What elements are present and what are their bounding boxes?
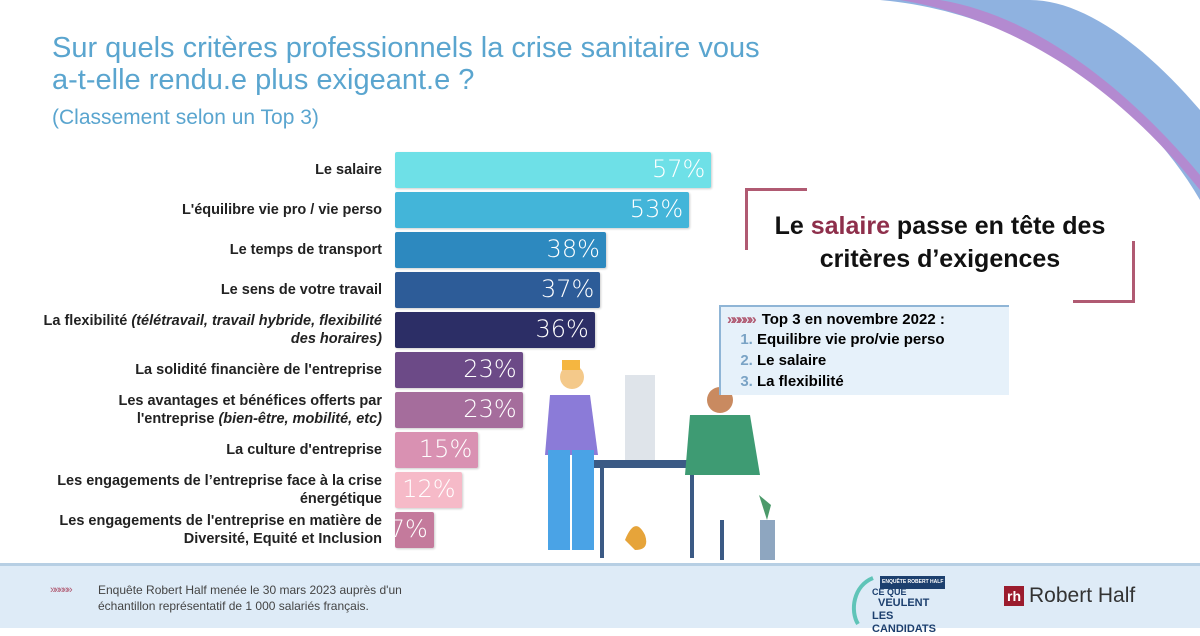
category-label: Les avantages et bénéfices offerts par l… — [118, 393, 382, 427]
corner-bracket — [1073, 241, 1135, 303]
top3-previous-box: »»»»»Top 3 en novembre 2022 : Equilibre … — [719, 305, 1009, 395]
category-label: Le salaire — [315, 162, 382, 178]
category-label: La solidité financière de l'entreprise — [135, 362, 382, 378]
value-label: 38% — [546, 235, 600, 263]
page-subtitle: (Classement selon un Top 3) — [52, 106, 319, 129]
bar: 7% — [390, 512, 434, 548]
page-title: Sur quels critères professionnels la cri… — [52, 32, 760, 96]
ce-que-veulent-les-candidats-logo: ENQUÊTE ROBERT HALF CE QUE VEULENT LES C… — [848, 574, 958, 635]
category-label: Les engagements de l'entreprise en matiè… — [59, 513, 382, 547]
category-label: La flexibilité (télétravail, travail hyb… — [43, 313, 382, 347]
corner-bracket — [745, 188, 807, 250]
value-label: 36% — [535, 315, 589, 343]
bar: 36% — [395, 312, 595, 348]
bar: 23% — [395, 392, 523, 428]
bar: 37% — [395, 272, 601, 308]
value-label: 57% — [652, 155, 706, 183]
value-label: 53% — [629, 195, 684, 223]
category-label: La culture d'entreprise — [226, 442, 382, 458]
bar: 12% — [395, 472, 462, 508]
category-label: Le temps de transport — [229, 242, 382, 258]
value-label: 23% — [463, 355, 517, 383]
value-label: 37% — [541, 275, 595, 303]
top3-item: Equilibre vie pro/vie perso — [757, 329, 1009, 350]
office-illustration — [545, 360, 775, 560]
category-label: L'équilibre vie pro / vie perso — [181, 202, 382, 218]
bar: 57% — [395, 152, 712, 188]
top3-item: Le salaire — [757, 350, 1009, 371]
bar: 38% — [395, 232, 606, 268]
category-label: Le sens de votre travail — [220, 282, 382, 298]
bar: 53% — [395, 192, 690, 228]
key-finding-text: Le salaire passe en tête des critères d’… — [774, 212, 1106, 273]
bar: 15% — [395, 432, 479, 468]
survey-note: Enquête Robert Half menée le 30 mars 202… — [98, 583, 402, 613]
robert-half-logo: rh Robert Half — [1004, 584, 1135, 608]
value-label: 12% — [402, 475, 456, 503]
value-label: 15% — [418, 435, 473, 463]
footer: »»»»» Enquête Robert Half menée le 30 ma… — [0, 563, 1200, 635]
top3-heading: Top 3 en novembre 2022 : — [761, 311, 945, 328]
top3-item: La flexibilité — [757, 371, 1009, 392]
value-label: 23% — [463, 395, 517, 423]
bar: 23% — [395, 352, 523, 388]
bar-chart: Le salaire 57% L'équilibre vie pro / vie p… — [43, 152, 712, 548]
chevrons-icon: »»»»» — [727, 311, 757, 328]
chevrons-icon: »»»»» — [50, 584, 73, 596]
decorative-swoosh — [880, 0, 1200, 200]
key-finding-callout: Le salaire passe en tête des critères d’… — [745, 188, 1135, 303]
value-label: 7% — [389, 515, 428, 543]
category-label: Les engagements de l’entreprise face à l… — [57, 473, 382, 507]
